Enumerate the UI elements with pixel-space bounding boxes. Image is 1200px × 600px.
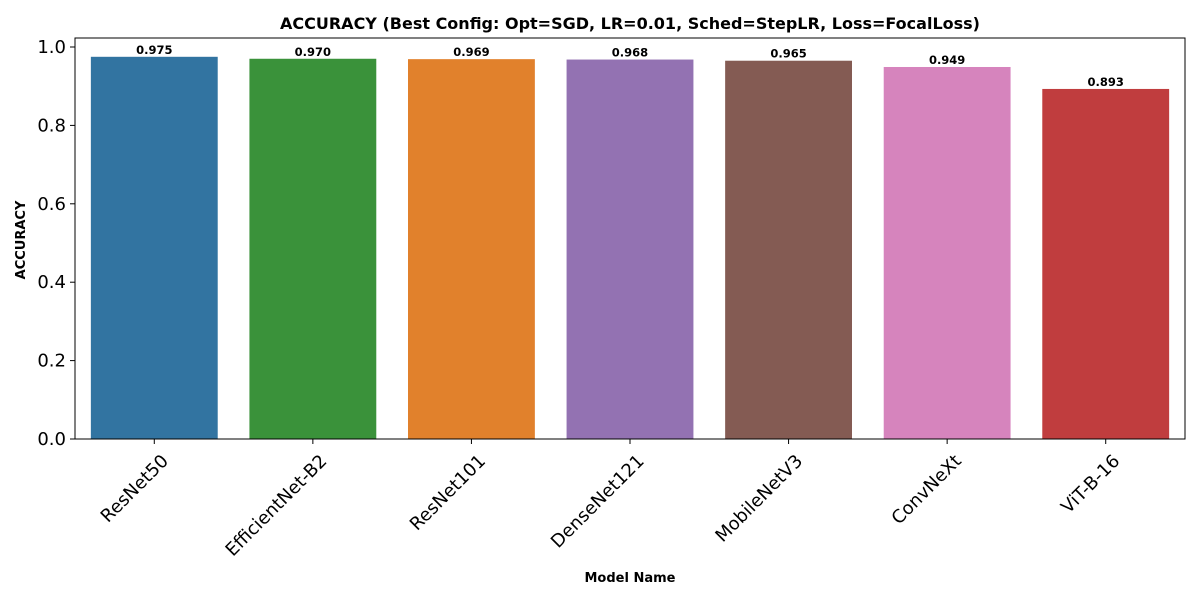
bar-densenet121 [566, 59, 694, 439]
y-tick-label: 1.0 [37, 37, 66, 58]
value-label: 0.975 [136, 43, 172, 57]
x-tick-label: ResNet50 [97, 451, 173, 527]
value-label: 0.970 [295, 45, 331, 59]
bar-resnet101 [408, 59, 535, 439]
x-axis-label: Model Name [585, 571, 676, 586]
bar-vit-b-16 [1042, 88, 1170, 439]
y-tick-label: 0.6 [37, 194, 66, 215]
plot-frame [74, 37, 1186, 440]
value-label: 0.969 [453, 45, 489, 59]
y-tick-label: 0.0 [37, 429, 66, 450]
y-tick-label: 0.2 [37, 351, 66, 372]
value-labels-group: 0.975 0.970 0.969 0.968 0.965 0.949 0.893 [136, 43, 1124, 89]
value-label: 0.968 [612, 46, 648, 60]
value-label: 0.949 [929, 53, 965, 67]
bar-convnext [883, 66, 1011, 439]
x-tick-label: MobileNetV3 [711, 451, 807, 547]
x-tick-label: DenseNet121 [547, 451, 649, 553]
y-axis: 0.0 0.2 0.4 0.6 0.8 1.0 [37, 37, 75, 450]
x-tick-label: ConvNeXt [888, 451, 966, 529]
y-tick-label: 0.4 [37, 272, 66, 293]
x-tick-label: EfficientNet-B2 [222, 451, 332, 561]
bar-mobilenetv3 [725, 60, 852, 439]
y-axis-label: ACCURACY [14, 200, 29, 279]
y-tick-label: 0.8 [37, 115, 66, 136]
bars-group [90, 56, 1170, 440]
chart-title: ACCURACY (Best Config: Opt=SGD, LR=0.01,… [280, 14, 980, 33]
bar-efficientnet-b2 [249, 58, 377, 439]
x-tick-label: ViT-B-16 [1057, 451, 1124, 518]
x-tick-label: ResNet101 [406, 451, 490, 535]
x-axis: ResNet50 EfficientNet-B2 ResNet101 DenseNet… [97, 439, 1124, 561]
value-label: 0.893 [1088, 75, 1124, 89]
value-label: 0.965 [770, 47, 806, 61]
bar-resnet50 [90, 56, 218, 440]
